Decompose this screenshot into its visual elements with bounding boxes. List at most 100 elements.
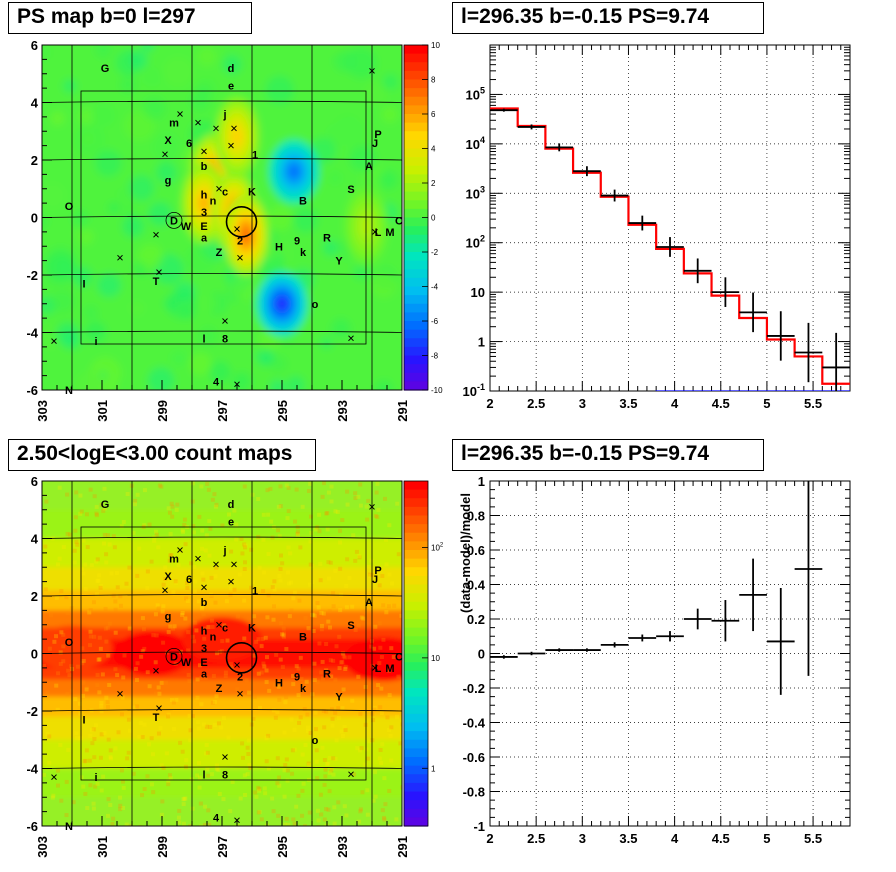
count-pixel (59, 589, 64, 594)
colorbar-step (404, 688, 428, 698)
colorbar-step (404, 575, 428, 586)
count-pixel (202, 822, 207, 826)
source-label-k: k (300, 247, 307, 259)
map-ticks (41, 44, 403, 391)
source-label-n: n (210, 631, 217, 643)
count-pixel (88, 783, 93, 788)
colorbar-step (404, 303, 428, 313)
count-pixel (377, 621, 382, 626)
count-pixel (333, 756, 338, 761)
count-pixel (159, 812, 164, 817)
tick-label-x: 2.5 (527, 831, 545, 846)
count-pixel (104, 695, 109, 700)
colorbar-tick-label: 10 (431, 41, 440, 50)
count-pixel (389, 758, 394, 763)
count-pixel (45, 690, 50, 695)
count-pixel (276, 528, 281, 533)
count-pixel (331, 756, 336, 761)
source-label-3: 3 (201, 643, 207, 655)
count-pixel (281, 634, 286, 639)
source-label-O: O (65, 637, 74, 649)
count-pixel (357, 819, 362, 824)
count-pixel (364, 504, 369, 509)
count-pixel (132, 502, 137, 507)
count-pixel (103, 626, 108, 631)
count-pixel (380, 742, 385, 747)
source-label-C: C (395, 215, 403, 227)
count-pixel (89, 563, 94, 568)
count-pixel (321, 611, 326, 616)
count-pixel (387, 668, 392, 673)
count-pixel (396, 552, 401, 557)
count-pixel (379, 655, 384, 660)
count-pixel (127, 728, 132, 733)
residual-point (683, 608, 712, 630)
count-pixel (166, 782, 171, 787)
source-cross (228, 142, 234, 149)
tick-label-x: 297 (215, 836, 230, 858)
count-pixel (168, 531, 173, 536)
count-pixel (174, 507, 179, 512)
count-pixel (45, 731, 50, 736)
count-pixel (308, 539, 313, 544)
tick-label-y: 1 (478, 474, 485, 489)
count-pixel (91, 727, 96, 732)
colorbar-step (404, 338, 428, 348)
count-pixel (387, 572, 392, 577)
map-texture (147, 367, 175, 390)
grid-line-b (42, 215, 402, 218)
count-pixel (107, 542, 112, 547)
count-pixel (358, 711, 363, 716)
count-pixel (325, 511, 330, 516)
count-pixel (353, 496, 358, 501)
source-cross (222, 318, 228, 324)
count-pixel (232, 508, 237, 513)
count-pixel (375, 481, 380, 486)
count-pixel (333, 710, 338, 715)
count-pixel (199, 702, 204, 707)
count-pixel (188, 728, 193, 733)
count-pixel (262, 664, 267, 669)
source-label-m: m (169, 554, 179, 566)
count-pixel (135, 573, 140, 578)
count-pixel (113, 607, 118, 612)
tick-label-x: 297 (215, 400, 230, 422)
count-pixel (366, 564, 371, 569)
count-pixel (190, 499, 195, 504)
count-pixel (118, 807, 123, 812)
count-pixel (395, 714, 400, 719)
source-label-T: T (153, 276, 160, 288)
count-pixel (277, 783, 282, 788)
count-pixel (283, 822, 288, 826)
count-pixel (161, 582, 166, 587)
source-cross (213, 561, 219, 568)
count-pixel (102, 486, 107, 491)
count-pixel (197, 775, 202, 780)
count-pixel (213, 600, 218, 605)
count-pixel (297, 598, 302, 603)
count-pixel (260, 637, 265, 642)
colorbar-step (404, 96, 428, 106)
count-pixel (122, 653, 127, 658)
source-cross (234, 662, 240, 668)
count-pixel (96, 657, 101, 662)
count-pixel (210, 497, 215, 502)
count-pixel (270, 585, 275, 590)
colorbar-step (404, 131, 428, 141)
count-pixel (272, 587, 277, 592)
count-pixel (203, 675, 208, 680)
count-pixel (200, 528, 205, 533)
tick-label-x: 299 (155, 400, 170, 422)
count-pixel (172, 624, 177, 629)
count-pixel (379, 760, 384, 765)
cross-stroke (216, 621, 222, 628)
colorbar-tick-label: -8 (431, 352, 439, 361)
count-pixel (105, 700, 110, 705)
count-pixel (56, 768, 61, 773)
count-pixel (298, 715, 303, 720)
count-pixel (306, 761, 311, 766)
count-pixel (104, 560, 109, 565)
count-pixel (310, 579, 315, 584)
count-pixel (80, 661, 85, 666)
count-pixel (153, 612, 158, 617)
